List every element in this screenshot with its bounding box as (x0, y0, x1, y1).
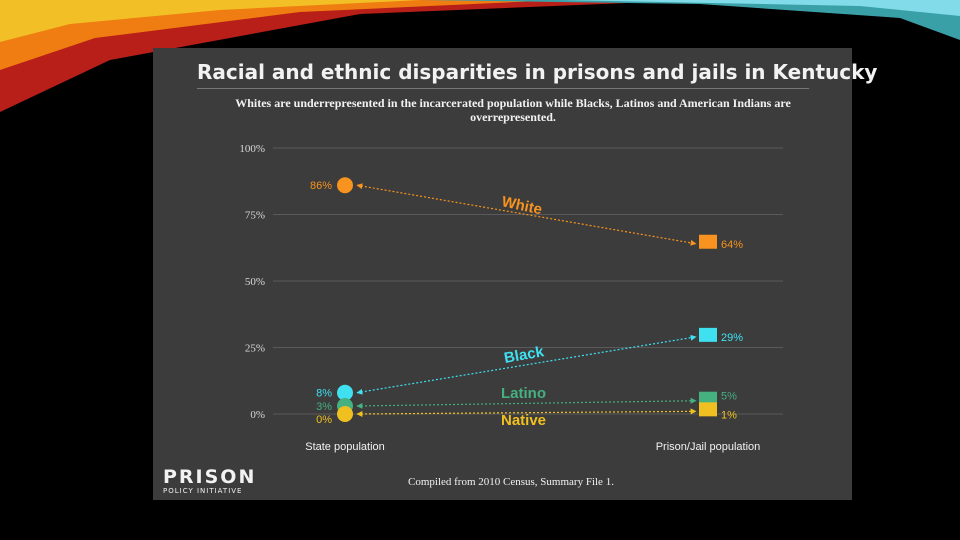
prison-policy-logo: PRISON POLICY INITIATIVE (163, 468, 256, 496)
chart-subtitle: Whites are underrepresented in the incar… (235, 96, 791, 124)
y-tick-label: 25% (245, 343, 265, 355)
data-label-prison-latino: 5% (721, 391, 737, 403)
logo-sub-text: POLICY INITIATIVE (163, 487, 243, 495)
data-label-state-latino: 3% (316, 401, 332, 413)
data-label-state-white: 86% (310, 180, 332, 192)
point-prison-native (699, 402, 717, 417)
point-prison-black (699, 327, 717, 342)
series-connector-native (356, 408, 697, 417)
deco-band-cyan (560, 0, 960, 16)
x-category-prison: Prison/Jail population (656, 441, 761, 453)
y-tick-label: 0% (250, 409, 265, 421)
y-tick-label: 50% (245, 276, 265, 288)
series-name-latino: Latino (501, 385, 546, 402)
y-tick-label: 75% (245, 210, 265, 222)
source-note: Compiled from 2010 Census, Summary File … (408, 476, 614, 488)
point-state-white (337, 177, 353, 194)
deco-band-yellow (0, 0, 420, 42)
point-prison-latino (699, 391, 717, 406)
slope-chart: 100% 75% 50% 25% 0% State population Prison/Ja… (239, 143, 783, 453)
chart-panel: Racial and ethnic disparities in prisons… (153, 48, 877, 500)
data-label-prison-black: 29% (721, 332, 743, 344)
series-name-native: Native (501, 412, 546, 429)
y-tick-label: 100% (239, 143, 265, 155)
deco-band-orange (0, 0, 560, 70)
logo-main-text: PRISON (163, 466, 257, 488)
chart-title: Racial and ethnic disparities in prisons… (197, 60, 878, 84)
series-connector-white (356, 183, 697, 246)
x-category-state: State population (305, 441, 385, 453)
series-connector-latino (356, 397, 697, 409)
series-name-black: Black (503, 343, 546, 367)
series-connector-black (356, 334, 697, 395)
deco-band-red (0, 0, 700, 112)
data-label-state-native: 0% (316, 414, 332, 426)
point-state-native (337, 406, 353, 422)
data-label-prison-native: 1% (721, 409, 737, 421)
point-state-black (337, 384, 353, 401)
data-label-state-black: 8% (316, 388, 332, 400)
data-label-prison-white: 64% (721, 239, 743, 251)
point-prison-white (699, 234, 717, 249)
deco-band-teal (420, 0, 960, 40)
title-divider (197, 88, 809, 89)
